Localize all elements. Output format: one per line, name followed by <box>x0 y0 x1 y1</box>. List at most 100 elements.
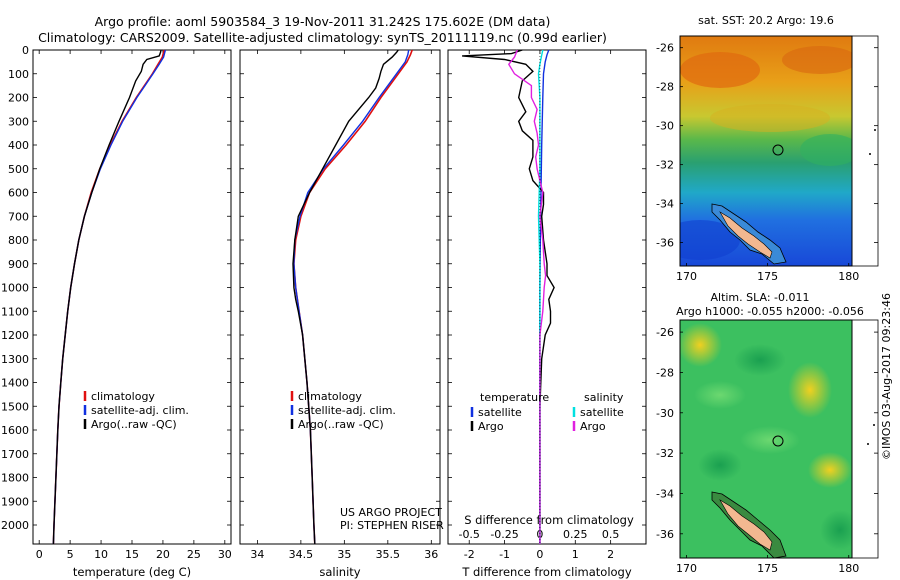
x-tick-label: 2 <box>607 548 614 561</box>
x-tick-label: -2 <box>464 548 475 561</box>
depth-tick-label: 700 <box>8 210 29 223</box>
pi-credit: PI: STEPHEN RISER <box>340 519 444 532</box>
longitude-tick-label: 180 <box>838 562 859 575</box>
argo-position-marker <box>772 435 784 447</box>
latitude-tick-label: -34 <box>656 198 674 211</box>
longitude-tick-label: 180 <box>838 270 859 283</box>
sla-map <box>680 320 852 558</box>
colorbar-dot <box>869 153 871 155</box>
depth-tick-label: 1300 <box>1 353 29 366</box>
depth-tick-label: 900 <box>8 258 29 271</box>
x-axis-label: salinity <box>319 565 360 579</box>
sla-high-anomaly <box>788 362 832 418</box>
imos-timestamp: ©IMOS 03-Aug-2017 09:23:46 <box>880 293 893 460</box>
longitude-tick-label: 170 <box>676 562 697 575</box>
legend-label: satellite-adj. clim. <box>298 404 396 417</box>
x-tick-label: 35.5 <box>376 548 401 561</box>
latitude-tick-label: -26 <box>656 42 674 55</box>
new-zealand-land <box>719 499 773 551</box>
colorbar-dot <box>867 443 869 445</box>
axes-layer: 0100200300400500600700800900100011001200… <box>1 44 646 579</box>
sla-low-anomaly <box>820 510 852 550</box>
legend-label: Argo <box>478 420 504 433</box>
depth-tick-label: 300 <box>8 115 29 128</box>
sla-colorbar-frame <box>851 319 879 559</box>
colorbar-dot <box>873 424 875 426</box>
sla-anomaly <box>694 381 746 409</box>
depth-tick-label: 200 <box>8 92 29 105</box>
series-line-argo-raw-qc- <box>52 49 162 545</box>
depth-tick-label: 400 <box>8 139 29 152</box>
latitude-tick-label: -26 <box>656 326 674 339</box>
x-tick-label: 10 <box>94 548 108 561</box>
legend-label: climatology <box>298 390 362 403</box>
latitude-tick-label: -28 <box>656 81 674 94</box>
upper-x-tick-label: -0.5 <box>458 528 479 541</box>
depth-tick-label: 1900 <box>1 495 29 508</box>
legend-group-label: salinity <box>584 391 624 404</box>
series-line-argo <box>507 49 547 544</box>
depth-tick-label: 500 <box>8 163 29 176</box>
argo-position-marker <box>772 144 784 156</box>
latitude-tick-label: -32 <box>656 447 674 460</box>
sst-map-title: sat. SST: 20.2 Argo: 19.6 <box>698 14 834 27</box>
depth-tick-label: 1000 <box>1 282 29 295</box>
sst-colorbar-frame <box>851 35 879 267</box>
longitude-tick-label: 170 <box>676 270 697 283</box>
latitude-tick-label: -30 <box>656 120 674 133</box>
depth-tick-label: 800 <box>8 234 29 247</box>
sst-mid-patch <box>710 104 830 132</box>
legend-label: satellite-adj. clim. <box>91 404 189 417</box>
latitude-tick-label: -36 <box>656 237 674 250</box>
upper-x-tick-label: 0.25 <box>563 528 588 541</box>
figure-title-line1: Argo profile: aoml 5903584_3 19-Nov-2011… <box>94 14 551 29</box>
sla-low-anomaly <box>698 449 742 481</box>
figure-title-line2: Climatology: CARS2009. Satellite-adjuste… <box>38 30 607 45</box>
x-tick-label: 0 <box>536 548 543 561</box>
x-axis-label: T difference from climatology <box>461 565 632 579</box>
latitude-tick-label: -36 <box>656 528 674 541</box>
legend-group-label: temperature <box>480 391 549 404</box>
x-tick-label: 1 <box>572 548 579 561</box>
x-tick-label: 20 <box>156 548 170 561</box>
x-tick-label: -1 <box>499 548 510 561</box>
sla-low-anomaly <box>734 344 786 376</box>
upper-x-tick-label: 0.5 <box>602 528 620 541</box>
new-zealand-land <box>719 211 773 259</box>
legend-label: Argo(..raw -QC) <box>298 418 384 431</box>
depth-tick-label: 1200 <box>1 329 29 342</box>
sst-mid-patch <box>800 134 852 166</box>
longitude-tick-label: 175 <box>757 270 778 283</box>
depth-tick-label: 0 <box>22 44 29 57</box>
x-tick-label: 34 <box>250 548 264 561</box>
series-line-satellite <box>539 49 550 544</box>
depth-tick-label: 1600 <box>1 424 29 437</box>
map-tick-layer: -26 -28 -30 -32 -34 -36 170 175 180 -26 -28 -30 -32 -… <box>656 42 878 575</box>
depth-tick-label: 1400 <box>1 377 29 390</box>
difference-panel-frame <box>447 49 647 545</box>
series-line-argo-raw-qc- <box>292 49 399 545</box>
legend-label: satellite <box>580 406 624 419</box>
sst-map <box>680 36 852 266</box>
x-tick-label: 25 <box>187 548 201 561</box>
sla-map-title-line2: Argo h1000: -0.055 h2000: -0.056 <box>676 305 864 318</box>
depth-tick-label: 600 <box>8 187 29 200</box>
x-tick-label: 30 <box>218 548 232 561</box>
upper-x-axis-label: S difference from climatology <box>464 513 634 527</box>
x-tick-label: 34.5 <box>289 548 314 561</box>
sst-warm-patch <box>782 46 852 74</box>
salinity-panel-frame <box>239 49 441 545</box>
x-tick-label: 5 <box>67 548 74 561</box>
colorbar-dot <box>874 129 876 131</box>
sla-map-title-line1: Altim. SLA: -0.011 <box>710 291 810 304</box>
temperature-panel-frame <box>32 49 232 545</box>
sla-high-anomaly <box>680 323 722 367</box>
x-tick-label: 15 <box>125 548 139 561</box>
latitude-tick-label: -28 <box>656 366 674 379</box>
depth-tick-label: 2000 <box>1 519 29 532</box>
sst-warm-patch <box>680 52 760 88</box>
latitude-tick-label: -32 <box>656 159 674 172</box>
profile-lines-layer <box>52 49 555 545</box>
